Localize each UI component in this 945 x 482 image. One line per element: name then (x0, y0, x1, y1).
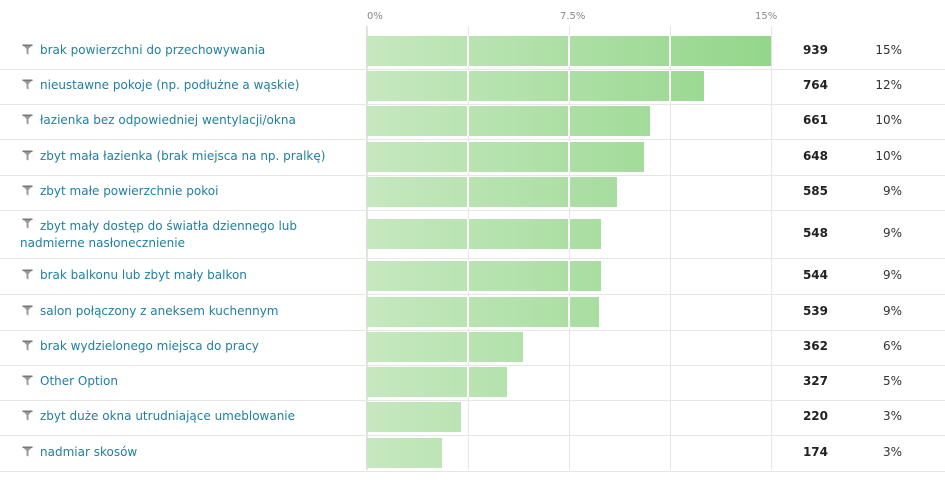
response-count: 585 (802, 184, 828, 198)
table-row: zbyt małe powierzchnie pokoi 585 9% (0, 175, 945, 211)
percentage-label: 12% (875, 78, 902, 92)
bar-gridline (467, 36, 469, 66)
percentage-label: 15% (875, 43, 902, 57)
bar (367, 106, 650, 136)
table-row: łazienka bez odpowiedniej wentylacji/okn… (0, 104, 945, 140)
funnel-icon[interactable] (22, 340, 33, 351)
response-count: 327 (802, 374, 828, 388)
table-row: zbyt mała łazienka (brak miejsca na np. … (0, 140, 945, 176)
x-tick-label: 15% (755, 11, 778, 22)
percentage-label: 10% (875, 113, 902, 127)
response-count: 220 (802, 409, 828, 423)
table-row: brak wydzielonego miejsca do pracy 362 6% (0, 330, 945, 366)
bar-gridline (467, 367, 469, 397)
funnel-icon[interactable] (22, 44, 33, 55)
label-separator (366, 26, 367, 470)
funnel-icon[interactable] (22, 185, 33, 196)
bar-gridline (467, 177, 469, 207)
bar-gridline (568, 297, 570, 327)
x-tick-label: 7.5% (560, 11, 586, 22)
bar (367, 332, 524, 362)
bar-gridline (669, 36, 671, 66)
response-count: 764 (802, 78, 828, 92)
bar-gridline (467, 261, 469, 291)
table-row: brak balkonu lub zbyt mały balkon 544 9% (0, 259, 945, 295)
percentage-label: 10% (875, 149, 902, 163)
row-label[interactable]: zbyt mała łazienka (brak miejsca na np. … (40, 149, 326, 163)
funnel-icon[interactable] (22, 114, 33, 125)
percentage-label: 9% (882, 304, 902, 318)
bar (367, 367, 508, 397)
bar (367, 402, 462, 432)
bar (367, 177, 618, 207)
bar-gridline (467, 332, 469, 362)
percentage-label: 3% (882, 445, 902, 459)
table-row: salon połączony z aneksem kuchennym 539 9% (0, 295, 945, 331)
funnel-icon[interactable] (22, 410, 33, 421)
bar-gridline (568, 36, 570, 66)
response-count: 548 (802, 226, 828, 240)
bar-gridline (467, 106, 469, 136)
bar (367, 219, 602, 249)
percentage-label: 9% (882, 226, 902, 240)
funnel-icon[interactable] (22, 218, 33, 229)
bar-gridline (568, 261, 570, 291)
response-count: 174 (802, 445, 828, 459)
response-count: 539 (802, 304, 828, 318)
bar-gridline (568, 142, 570, 172)
bar (367, 142, 645, 172)
table-row: brak powierzchni do przechowywania 939 15% (0, 34, 945, 70)
row-label[interactable]: brak balkonu lub zbyt mały balkon (40, 268, 247, 282)
row-label[interactable]: łazienka bez odpowiedniej wentylacji/okn… (40, 113, 296, 127)
response-count: 939 (802, 43, 828, 57)
bar-gridline (568, 177, 570, 207)
funnel-icon[interactable] (22, 150, 33, 161)
gridline (771, 26, 772, 470)
percentage-label: 6% (882, 339, 902, 353)
bar-gridline (669, 71, 671, 101)
row-label[interactable]: nieustawne pokoje (np. podłużne a wąskie… (40, 78, 300, 92)
funnel-icon[interactable] (22, 79, 33, 90)
percentage-label: 5% (882, 374, 902, 388)
table-row: nieustawne pokoje (np. podłużne a wąskie… (0, 69, 945, 105)
table-row: Other Option 327 5% (0, 365, 945, 401)
response-count: 648 (802, 149, 828, 163)
row-label[interactable]: Other Option (40, 374, 118, 388)
table-row: zbyt mały dostęp do światła dziennego lu… (0, 210, 945, 259)
bar (367, 438, 443, 468)
bar (367, 71, 704, 101)
funnel-icon[interactable] (22, 375, 33, 386)
gridline (670, 26, 671, 470)
table-row: nadmiar skosów 174 3% (0, 436, 945, 472)
response-count: 362 (802, 339, 828, 353)
bar-gridline (467, 71, 469, 101)
response-count: 661 (802, 113, 828, 127)
bar (367, 297, 599, 327)
bar-gridline (467, 219, 469, 249)
row-label[interactable]: zbyt mały dostęp do światła dziennego lu… (20, 219, 298, 250)
bar-gridline (467, 142, 469, 172)
response-count: 544 (802, 268, 828, 282)
bar-gridline (467, 297, 469, 327)
bar (367, 36, 771, 66)
row-label[interactable]: nadmiar skosów (40, 445, 138, 459)
percentage-label: 3% (882, 409, 902, 423)
row-label[interactable]: salon połączony z aneksem kuchennym (40, 304, 279, 318)
table-row: zbyt duże okna utrudniające umeblowanie 2… (0, 400, 945, 436)
bar-gridline (568, 219, 570, 249)
percentage-label: 9% (882, 184, 902, 198)
funnel-icon[interactable] (22, 269, 33, 280)
row-label[interactable]: zbyt duże okna utrudniające umeblowanie (40, 409, 296, 423)
funnel-icon[interactable] (22, 446, 33, 457)
bar-gridline (568, 106, 570, 136)
x-tick-label: 0% (367, 11, 383, 22)
funnel-icon[interactable] (22, 305, 33, 316)
row-label[interactable]: zbyt małe powierzchnie pokoi (40, 184, 219, 198)
row-label[interactable]: brak wydzielonego miejsca do pracy (40, 339, 259, 353)
bar-gridline (568, 71, 570, 101)
percentage-label: 9% (882, 268, 902, 282)
bar (367, 261, 602, 291)
row-label[interactable]: brak powierzchni do przechowywania (40, 43, 266, 57)
